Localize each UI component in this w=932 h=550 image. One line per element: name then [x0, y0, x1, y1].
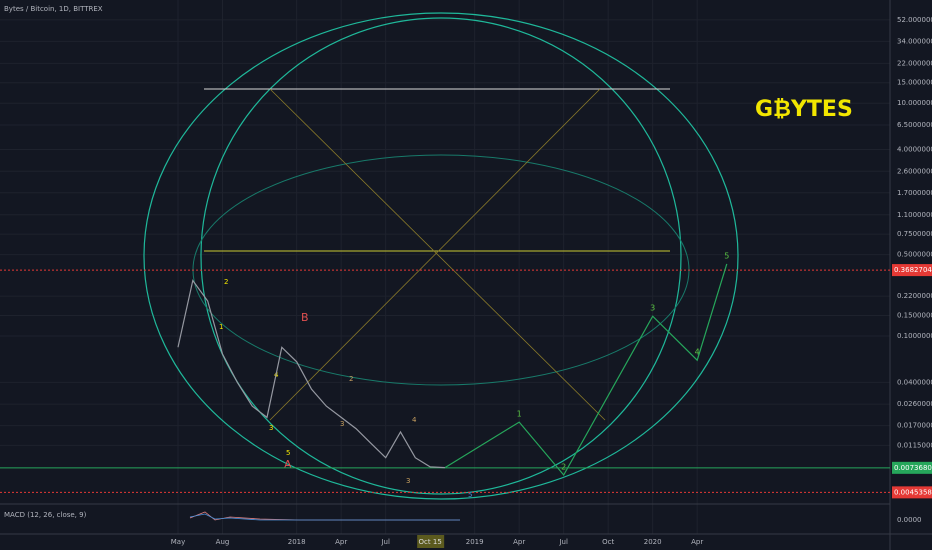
crosshair-label: Oct 15 — [419, 538, 442, 546]
x-tick-label: 2018 — [288, 538, 306, 546]
y-tick-label: 0.01150000 — [897, 441, 932, 449]
y-tick-label: 52.00000000 — [897, 16, 932, 24]
y-tick-label: 1.70000000 — [897, 189, 932, 197]
grid — [0, 0, 890, 534]
x-tick-label: Apr — [691, 538, 703, 546]
wave-label: A — [284, 458, 292, 471]
wave-label: 2 — [349, 375, 353, 383]
price-label-bg — [892, 461, 932, 474]
wave-label: 1 — [219, 323, 223, 331]
price-label: 0.36827047 — [894, 266, 932, 274]
series-line — [444, 263, 728, 477]
x-tick-label: Apr — [513, 538, 525, 546]
wave-label: 3 — [269, 424, 273, 432]
price-label-bg — [892, 486, 932, 499]
watermark: G₿YTES — [755, 97, 853, 122]
y-tick-label: 0.50000000 — [897, 251, 932, 259]
y-tick-label: 0.22000000 — [897, 292, 932, 300]
x-tick-label: May — [171, 538, 185, 546]
y-tick-label: 0.75000000 — [897, 230, 932, 238]
wave-label: 3 — [406, 477, 410, 485]
wave-label: 2 — [561, 462, 566, 471]
ellipse — [143, 12, 739, 500]
y-tick-label: 6.50000000 — [897, 121, 932, 129]
price-label: 0.00453586 — [894, 488, 932, 496]
macd-label: MACD (12, 26, close, 9) — [4, 511, 87, 519]
y-tick-label: 0.10000000 — [897, 332, 932, 340]
y-tick-label: 15.00000000 — [897, 79, 932, 87]
wave-label: 5 — [468, 491, 472, 499]
y-tick-label: 0.15000000 — [897, 311, 932, 319]
x-tick-label: Apr — [335, 538, 347, 546]
diagonal — [269, 88, 606, 421]
x-tick-label: Aug — [216, 538, 230, 546]
wave-label: 2 — [224, 278, 228, 286]
price-label-bg — [892, 264, 932, 277]
y-tick-label: 22.00000000 — [897, 59, 932, 67]
y-tick-label: 1.10000000 — [897, 211, 932, 219]
ellipse — [200, 17, 682, 495]
macd-axis-label: 0.0000 — [897, 516, 922, 524]
x-tick-label: Oct — [602, 538, 614, 546]
wave-label: 1 — [517, 410, 522, 419]
wave-label: B — [301, 311, 309, 324]
y-tick-label: 34.00000000 — [897, 37, 932, 45]
y-tick-label: 0.04000000 — [897, 378, 932, 386]
chart-title: Bytes / Bitcoin, 1D, BITTREX — [4, 5, 103, 13]
series-line — [177, 279, 446, 469]
x-tick-label: Jul — [380, 538, 390, 546]
x-tick-label: 2020 — [644, 538, 662, 546]
x-tick-label: 2019 — [466, 538, 484, 546]
wave-label: 4 — [412, 416, 417, 424]
signal-line — [189, 513, 460, 521]
wave-label: 5 — [286, 449, 290, 457]
wave-label: 5 — [724, 251, 729, 260]
y-tick-label: 10.00000000 — [897, 99, 932, 107]
x-tick-label: Jul — [558, 538, 568, 546]
wave-label: 3 — [340, 420, 344, 428]
y-tick-label: 4.00000000 — [897, 146, 932, 154]
crosshair-label-bg — [417, 535, 445, 548]
y-tick-label: 0.02600000 — [897, 400, 932, 408]
price-label: 0.00736808 — [894, 464, 932, 472]
y-tick-label: 0.01700000 — [897, 422, 932, 430]
y-tick-label: 2.60000000 — [897, 167, 932, 175]
wave-label: 3 — [650, 304, 655, 313]
diagonal — [269, 88, 601, 421]
wave-label: 4 — [695, 348, 700, 357]
